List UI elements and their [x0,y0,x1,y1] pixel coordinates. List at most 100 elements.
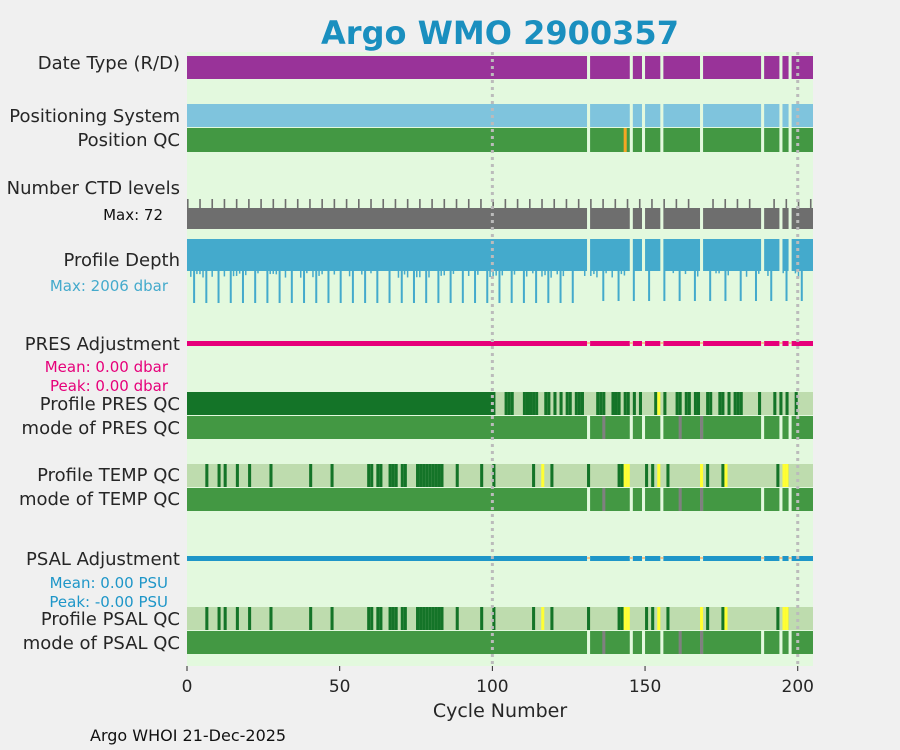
profile-pres-qc-dark-mark [739,392,743,415]
mode-pres-qc-grey-mark [602,416,606,439]
profile-temp-qc-dark-mark [309,464,313,487]
profile-psal-qc-dark-mark [706,607,710,630]
pres-adjustment-line [764,341,780,346]
x-tick-label: 50 [329,677,351,697]
mode-psal-qc-segment [645,631,661,654]
mode-psal-qc-segment [632,631,642,654]
profile-pres-qc-dark-mark [779,392,783,415]
profile-depth-tick [306,271,308,274]
profile-depth-tick [403,271,406,275]
profile-psal-qc-dark-mark [205,607,209,630]
profile-depth-bar [388,271,391,303]
positioning-system-segment [764,104,780,127]
profile-depth-tick [525,271,528,277]
profile-depth-band [632,239,642,271]
profile-pres-qc-dark-mark [611,392,615,415]
profile-depth-tick [312,271,314,278]
profile-depth-tick [672,271,675,274]
profile-pres-qc-dark-mark [654,392,658,415]
psal-adjustment-line [645,556,661,561]
profile-temp-qc-dark-mark [428,464,432,487]
profile-depth-bar [254,271,257,303]
profile-depth-bar [709,271,712,301]
profile-pres-qc-dark-mark [532,392,536,415]
ctd-levels-spike [394,199,397,208]
profile-psal-qc-dark-mark [367,607,371,630]
profile-temp-qc-dark-mark [394,464,398,487]
profile-temp-qc-dark-mark [434,464,438,487]
profile-temp-qc-dark-mark [425,464,429,487]
profile-psal-qc-dark-mark [721,607,725,630]
ctd-levels-band [187,208,588,229]
date-type-segment [703,56,762,79]
profile-psal-qc-dark-mark [376,607,380,630]
profile-temp-qc-dark-mark [550,464,554,487]
position-qc-segment [590,128,630,152]
profile-psal-qc-dark-mark [651,607,655,630]
profile-psal-qc-dark-mark [248,607,252,630]
profile-depth-tick [428,271,430,278]
profile-psal-qc-dark-mark [776,607,780,630]
profile-depth-bar [663,271,666,301]
ctd-levels-spike [419,199,421,208]
profile-psal-qc-dark-mark [217,607,221,630]
row-label: PSAL Adjustment [26,549,180,570]
profile-depth-bar [278,271,281,303]
ctd-levels-spike [272,199,275,208]
mode-pres-qc-segment [645,416,661,439]
profile-temp-qc-dark-mark [721,464,725,487]
profile-depth-bar [754,271,757,301]
profile-depth-tick [745,271,748,277]
profile-psal-qc-dark-mark [388,607,392,630]
profile-depth-tick [767,271,769,276]
profile-depth-tick [397,271,400,278]
profile-psal-qc-dark-mark [587,607,591,630]
profile-temp-qc-dark-mark [455,464,459,487]
psal-adjustment-gap [761,557,765,559]
profile-depth-tick [467,271,470,276]
profile-depth-bar [510,271,513,303]
profile-pres-qc-dark-mark [529,392,533,415]
profile-depth-tick [550,271,552,278]
profile-psal-qc-dark-mark [437,607,441,630]
ctd-levels-spike [675,199,678,208]
ctd-levels-spike [516,199,519,208]
profile-depth-tick [452,271,455,274]
pres-adjustment-mean-label: Mean: 0.00 dbar [45,358,169,376]
profile-pres-qc-dark-mark [785,392,789,415]
profile-pres-qc-dark-mark [794,392,798,415]
profile-temp-qc-dark-mark [379,464,383,487]
ctd-levels-spike [663,199,665,208]
profile-temp-qc-dark-mark [440,464,444,487]
mode-temp-qc-segment [590,488,630,511]
profile-depth-max-label: Max: 2006 dbar [50,277,169,295]
profile-depth-tick [238,271,241,274]
profile-pres-qc-yellow-mark [657,392,661,415]
mode-pres-qc-segment [590,416,630,439]
ctd-levels-spike [590,199,592,208]
profile-depth-bar [535,271,538,303]
profile-depth-bar [266,271,269,303]
date-type-segment [663,56,701,79]
pres-adjustment-line [187,341,588,346]
pres-adjustment-line [703,341,762,346]
ctd-levels-spike [431,199,433,208]
profile-depth-bar [770,271,773,301]
mode-temp-qc-segment [632,488,642,511]
date-type-segment [764,56,780,79]
profile-pres-qc-dark-mark [709,392,713,415]
ctd-levels-band [632,208,642,229]
profile-pres-qc-dark-mark [535,392,539,415]
psal-adjustment-gap [700,557,704,559]
profile-depth-bar [648,271,651,301]
profile-depth-bar [559,271,562,303]
profile-psal-qc-yellow-mark [623,607,627,630]
psal-adjustment-line [590,556,630,561]
pres-adjustment-gap [779,342,783,344]
profile-temp-qc-dark-mark [480,464,484,487]
psal-adjustment-line [791,556,813,561]
positioning-system-segment [632,104,642,127]
profile-pres-qc-dark-mark [706,392,710,415]
profile-depth-bar [522,271,525,303]
profile-psal-qc-dark-mark [235,607,239,630]
